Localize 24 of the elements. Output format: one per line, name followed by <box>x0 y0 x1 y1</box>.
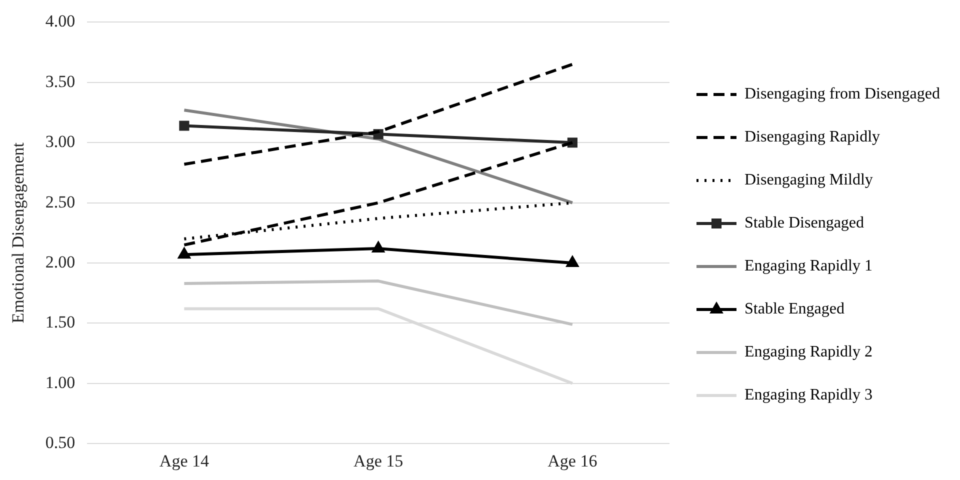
y-tick-label: 1.50 <box>45 312 76 332</box>
y-tick-label: 2.50 <box>45 192 76 212</box>
y-axis-title: Emotional Disengagement <box>8 142 28 324</box>
point <box>372 242 384 253</box>
y-tick-label: 1.00 <box>45 372 76 392</box>
x-tick-label: Age 15 <box>354 451 404 470</box>
legend-label: Engaging Rapidly 2 <box>744 344 872 361</box>
x-tick-label: Age 14 <box>159 451 210 470</box>
y-tick-label: 4.00 <box>45 12 76 31</box>
point <box>566 256 578 267</box>
y-tick-label: 3.00 <box>45 132 76 152</box>
legend-label: Disengaging from Disengaged <box>744 86 940 103</box>
y-tick-label: 3.50 <box>45 72 76 91</box>
y-tick-label: 0.50 <box>45 433 76 452</box>
legend-label: Disengaging Rapidly <box>744 128 880 146</box>
point <box>179 120 190 131</box>
legend-label: Stable Disengaged <box>744 214 864 232</box>
point <box>178 248 190 259</box>
legend-label: Disengaging Mildly <box>744 172 873 189</box>
legend-label: Stable Engaged <box>744 300 844 318</box>
legend-label: Engaging Rapidly 3 <box>744 386 872 404</box>
y-tick-label: 2.00 <box>45 252 76 272</box>
x-tick-label: Age 16 <box>548 451 598 470</box>
legend-label: Engaging Rapidly 1 <box>744 258 872 275</box>
